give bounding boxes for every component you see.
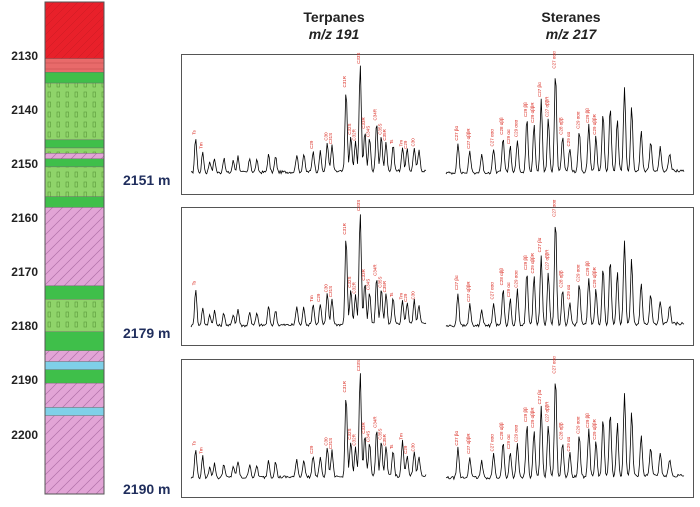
terpanes-ion: m/z 191 [308,26,360,42]
lithology-bed-20 [44,415,105,495]
lithology-bed-14 [44,331,105,351]
lithology-bed-19 [44,407,105,416]
lithology-bed-17 [44,369,105,384]
lithology-bed-1 [44,1,105,59]
depth-tick-label: 2150 [11,157,38,172]
lithology-bed-13 [44,299,105,333]
lithology-bed-6 [44,147,105,154]
lithology-bed-9 [44,166,105,197]
depth-tick-label: 2140 [11,103,38,118]
lithology-border [44,1,105,495]
sample-panel-2 [181,207,694,346]
depth-tick-label: 2130 [11,49,38,64]
sample-panel-3 [181,359,694,498]
lithology-bed-16 [44,361,105,370]
lithology-bed-8 [44,158,105,168]
lithology-bed-5 [44,139,105,149]
steranes-name: Steranes [541,9,601,25]
lithology-bed-10 [44,196,105,208]
lithology-bed-12 [44,285,105,300]
sample-depth-label-1: 2151 m [123,172,171,188]
steranes-title: Steranes m/z 217 [491,9,651,42]
terpanes-name: Terpanes [303,9,365,25]
depth-tick-label: 2170 [11,265,38,280]
depth-tick-label: 2160 [11,211,38,226]
lithology-bed-11 [44,207,105,287]
depth-tick-label: 2190 [11,373,38,388]
lithology-bed-2 [44,58,105,73]
lithology-bed-3 [44,72,105,84]
sample-depth-label-3: 2190 m [123,481,171,497]
lithology-bed-18 [44,382,105,408]
depth-tick-label: 2200 [11,427,38,442]
lithology-bed-4 [44,82,105,141]
depth-tick-label: 2180 [11,319,38,334]
lithology-bed-15 [44,350,105,362]
sample-panel-1 [181,54,694,195]
sample-depth-label-2: 2179 m [123,325,171,341]
steranes-ion: m/z 217 [545,26,597,42]
lithology-bed-7 [44,153,105,159]
terpanes-title: Terpanes m/z 191 [254,9,414,42]
